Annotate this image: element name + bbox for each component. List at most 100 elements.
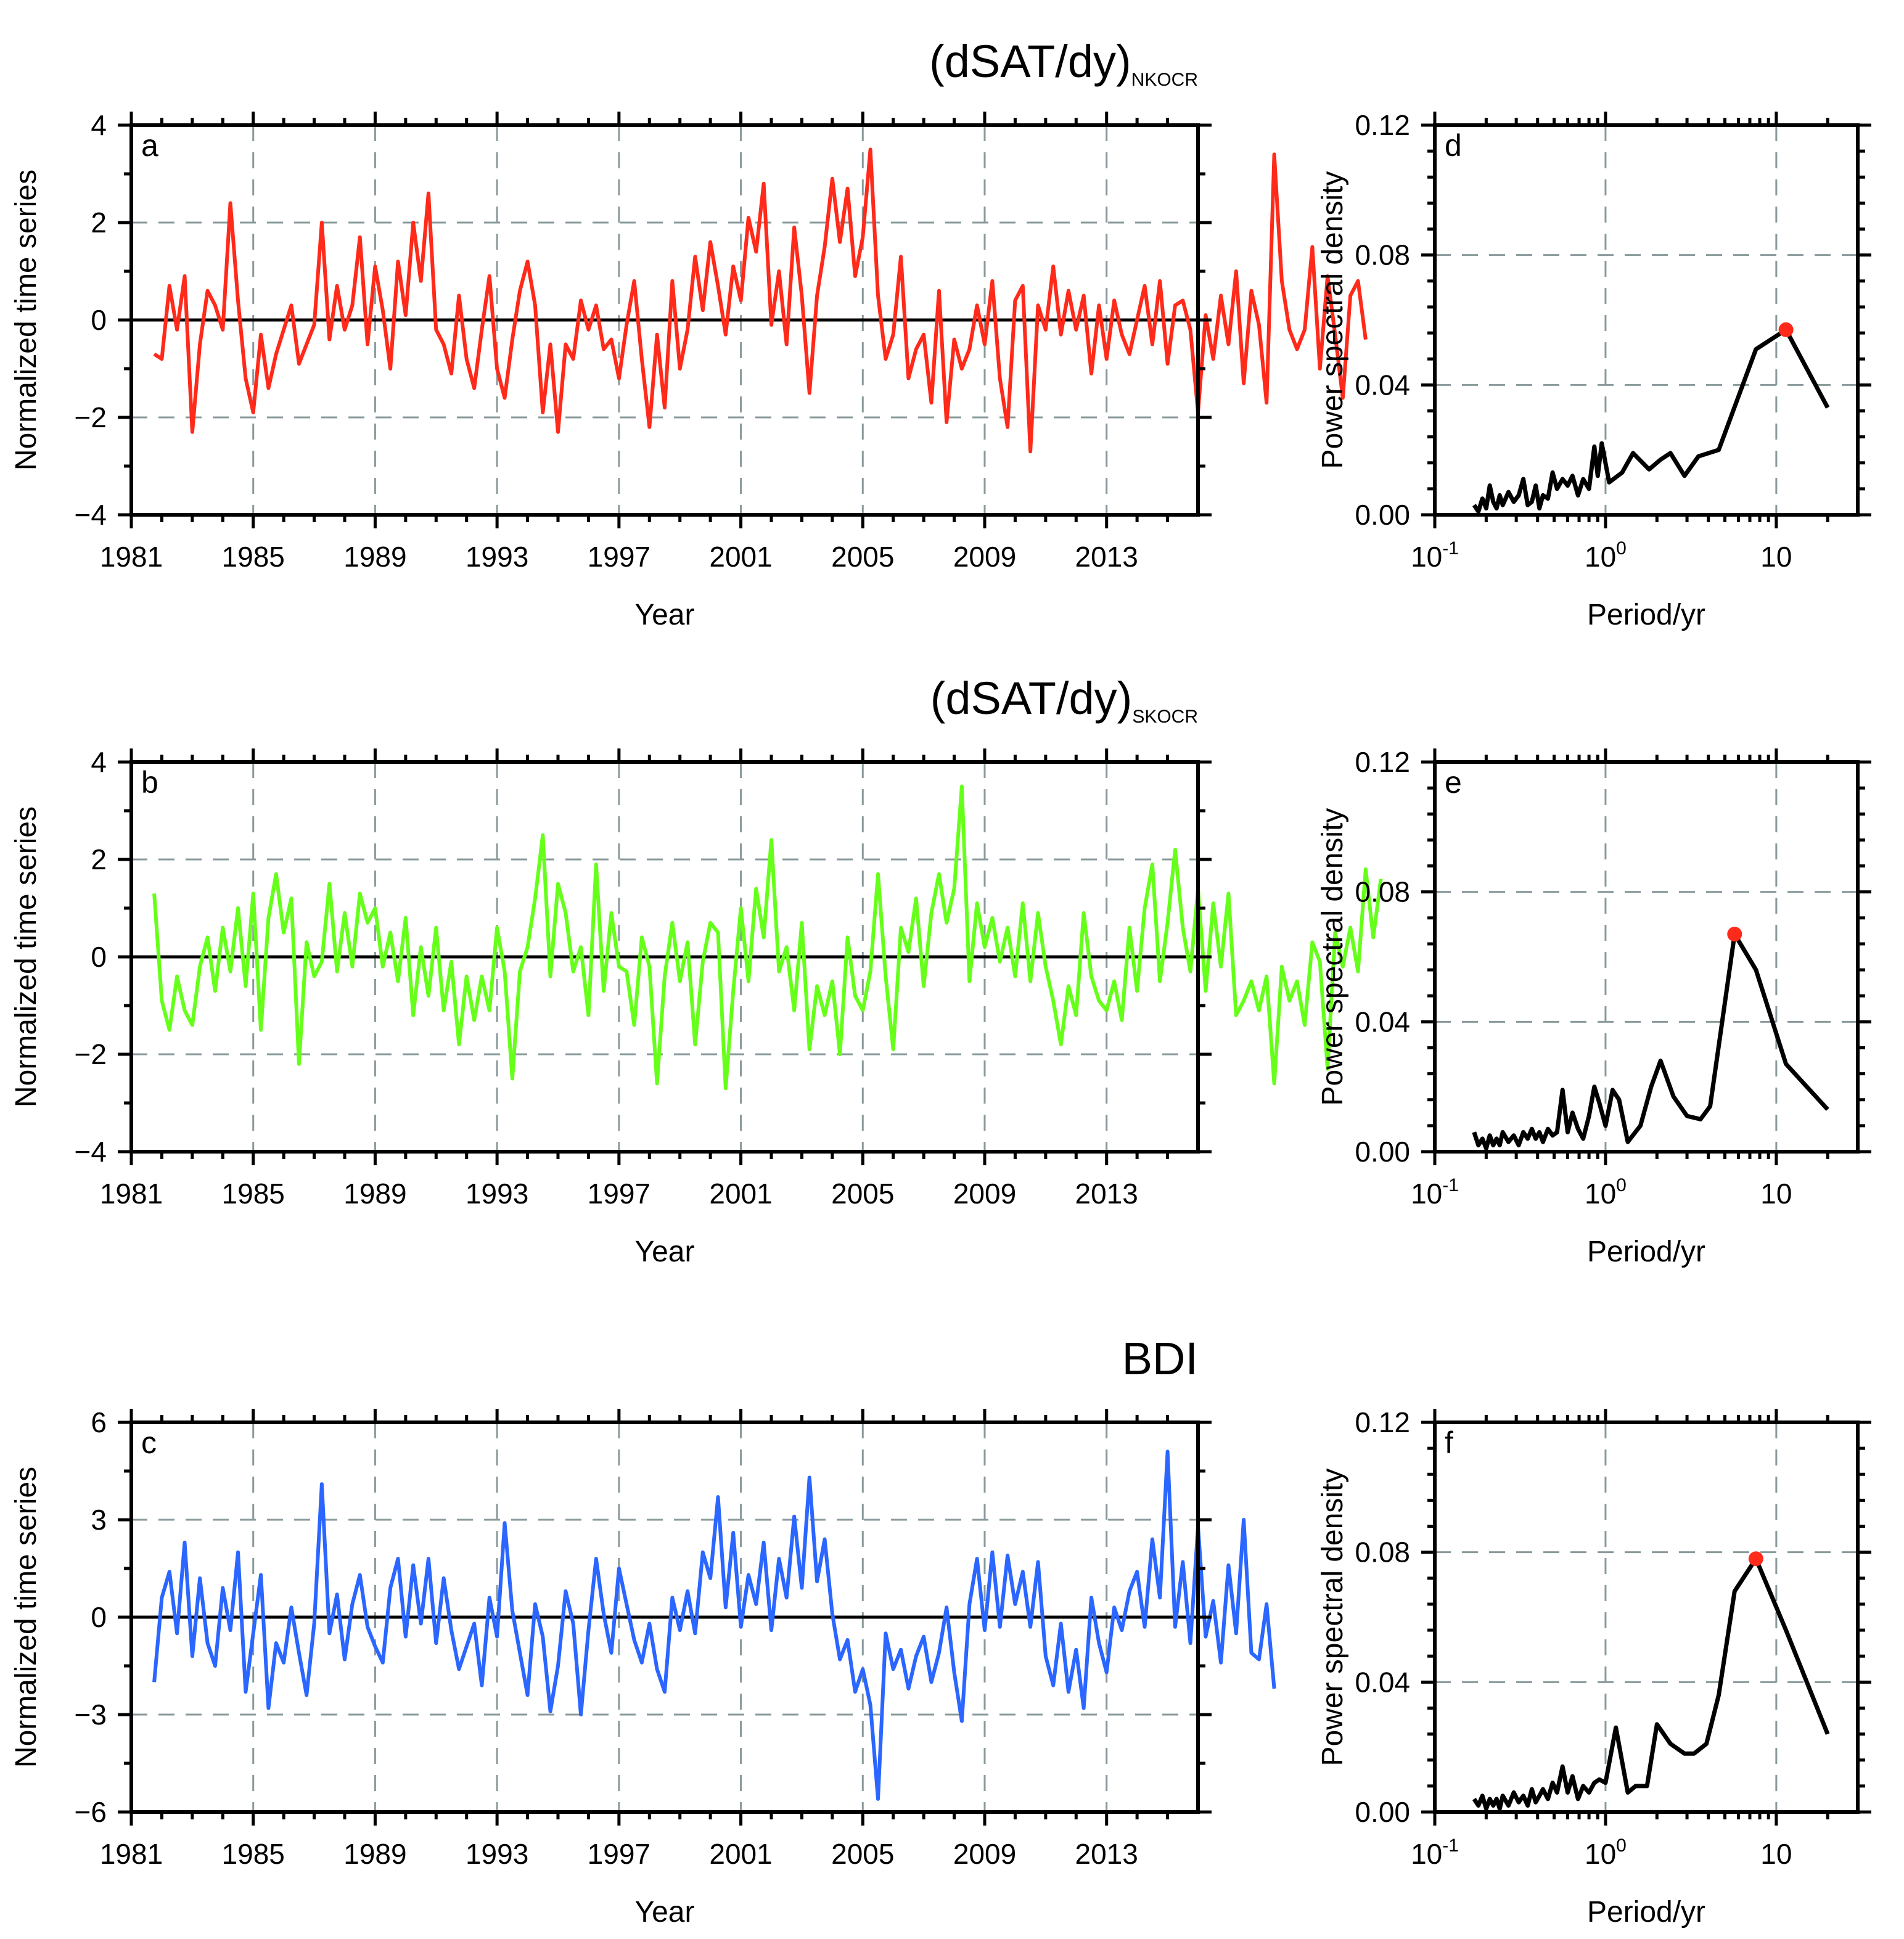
x-tick-label: 10 [1760,541,1792,573]
y-tick-label: 0.04 [1355,369,1410,401]
x-tick-label: 1981 [100,1838,163,1870]
x-tick-label: 1993 [466,1178,528,1210]
y-tick-label: 4 [91,109,107,141]
x-tick-label: 1989 [343,1178,406,1210]
y-tick-label: 0.08 [1355,876,1410,908]
peak-marker [1778,322,1794,337]
y-tick-label: 0.00 [1355,1136,1410,1168]
panel-label: f [1445,1425,1453,1460]
y-tick-label: 0 [91,1601,107,1633]
panel-label: d [1445,128,1462,163]
y-tick-label: 2 [91,207,107,239]
x-tick-label: 1997 [588,541,650,573]
time-series-line [152,784,1383,1091]
x-tick-label: 2005 [831,1838,894,1870]
x-tick-label: 2009 [953,1178,1016,1210]
x-axis-title: Year [635,1236,695,1268]
x-axis-title: Year [635,599,695,631]
x-tick-label: 100 [1585,538,1627,573]
psd-line [1472,1556,1830,1811]
x-tick-label-exponent: 0 [1616,1175,1627,1195]
x-tick-label-exponent: -1 [1442,1175,1459,1195]
panel-title-subscript: SKOCR [1132,707,1198,727]
y-tick-label: −6 [75,1796,107,1828]
x-tick-label: 10 [1760,1838,1792,1870]
x-tick-label: 2005 [831,541,894,573]
x-tick-label-exponent: 0 [1616,538,1627,559]
y-axis-title: Normalized time series [10,806,43,1107]
y-axis-title: Power spectral density [1316,1469,1349,1766]
plot-frame [1433,760,1860,1154]
x-axis-title: Period/yr [1587,1236,1705,1268]
x-tick-label: 1981 [100,1178,163,1210]
x-tick-label-exponent: -1 [1442,1835,1459,1856]
x-tick-label-base: 10 [1411,1178,1442,1210]
x-axis-title: Period/yr [1587,1896,1705,1929]
x-tick-label: 1989 [343,1838,406,1870]
x-axis-title: Year [635,1896,695,1929]
plot-frame [1433,1420,1860,1814]
y-tick-label: 0.04 [1355,1666,1410,1698]
panel-title-subscript: NKOCR [1131,70,1198,90]
x-tick-label: 2013 [1075,541,1138,573]
psd-line [1472,327,1830,514]
peak-marker [1748,1551,1763,1567]
x-tick-label: 2001 [709,541,772,573]
x-tick-label: 2009 [953,541,1016,573]
x-tick-label: 10 [1760,1178,1792,1210]
x-tick-label: 2005 [831,1178,894,1210]
plot-frame [1433,123,1860,517]
x-tick-label: 2013 [1075,1838,1138,1870]
x-tick-label-base: 10 [1585,1838,1616,1870]
y-axis-title: Power spectral density [1316,808,1349,1106]
x-tick-label-base: 10 [1585,541,1616,573]
y-tick-label: 0 [91,941,107,973]
x-tick-label: 1985 [222,541,285,573]
time-series-line [152,1449,1276,1801]
panel-label: e [1445,765,1462,800]
y-tick-label: 0.00 [1355,1796,1410,1828]
panel-title: (dSAT/dy)SKOCR [930,673,1198,727]
y-axis-title: Power spectral density [1316,171,1349,469]
x-tick-label: 2013 [1075,1178,1138,1210]
x-tick-label: 1993 [466,1838,528,1870]
x-tick-label: 1989 [343,541,406,573]
x-tick-label-base: 10 [1585,1178,1616,1210]
x-tick-label-exponent: 0 [1616,1835,1627,1856]
panel-title: (dSAT/dy)NKOCR [929,36,1198,90]
panel-title-main: (dSAT/dy) [930,673,1133,724]
x-tick-label: 1997 [588,1178,650,1210]
x-tick-label-exponent: -1 [1442,538,1459,559]
x-tick-label: 100 [1585,1835,1627,1870]
panel-label: c [141,1425,157,1460]
y-tick-label: 0.12 [1355,746,1410,778]
panel-b: −4 −2 0 2 4 1981 1985 1989 1993 1997 2001 2005 2009 2… [10,673,1383,1268]
x-axis-title: Period/yr [1587,599,1705,631]
x-tick-label: 2001 [709,1838,772,1870]
x-tick-label: 10-1 [1411,1835,1459,1870]
y-tick-label: −2 [75,401,107,433]
x-tick-label: 1985 [222,1178,285,1210]
panel-label: a [141,128,158,163]
panel-title-main: (dSAT/dy) [929,36,1131,87]
x-tick-label-base: 10 [1411,541,1442,573]
y-tick-label: 0.08 [1355,239,1410,271]
time-series-line [153,147,1368,454]
y-tick-label: 6 [91,1406,107,1438]
y-tick-label: 2 [91,843,107,875]
x-tick-label-base: 10 [1411,1838,1442,1870]
x-tick-label: 2001 [709,1178,772,1210]
x-tick-label: 1985 [222,1838,285,1870]
y-axis-title: Normalized time series [10,170,43,470]
x-tick-label: 10-1 [1411,1175,1459,1210]
x-tick-label: 1997 [588,1838,650,1870]
y-tick-label: −2 [75,1038,107,1070]
psd-line [1472,932,1829,1151]
y-tick-label: 0.04 [1355,1006,1410,1038]
x-tick-label: 100 [1585,1175,1627,1210]
x-tick-label: 2009 [953,1838,1016,1870]
